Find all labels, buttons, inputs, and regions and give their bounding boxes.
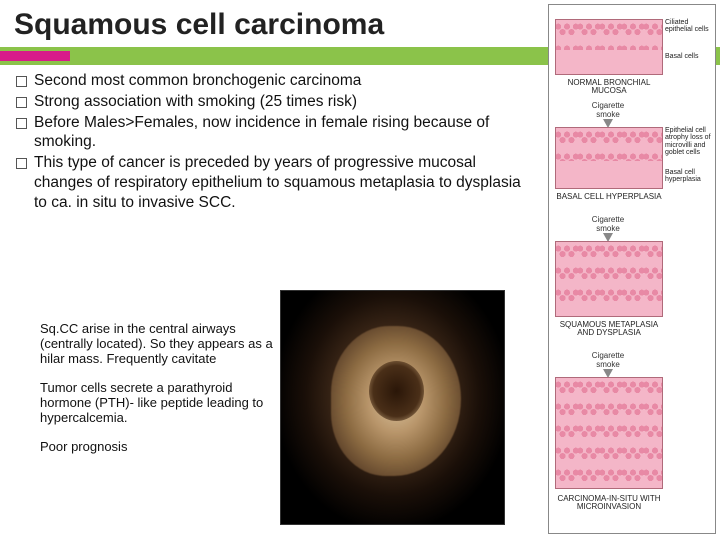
lung-cavity <box>369 361 424 421</box>
smoke-label: Cigarette smoke <box>591 101 625 119</box>
smoke-arrow-block: Cigarette smoke <box>591 351 625 378</box>
bullet-item: This type of cancer is preceded by years… <box>16 153 537 212</box>
stage-normal <box>555 19 663 75</box>
stage-hyperplasia <box>555 127 663 189</box>
bullet-item: Before Males>Females, now incidence in f… <box>16 113 537 153</box>
note-tumor-pth: Tumor cells secrete a parathyroid hormon… <box>40 381 280 426</box>
lung-gross-image <box>280 290 505 525</box>
smoke-label: Cigarette smoke <box>591 351 625 369</box>
bullet-list: Second most common bronchogenic carcinom… <box>16 71 537 213</box>
stage-carcinoma <box>555 377 663 489</box>
stage-caption: NORMAL BRONCHIAL MUCOSA <box>555 79 663 96</box>
progression-diagram: Ciliated epithelial cells Basal cells NO… <box>548 4 716 534</box>
note-central-airways: Sq.CC arise in the central airways (cent… <box>40 322 280 367</box>
bullet-item: Second most common bronchogenic carcinom… <box>16 71 537 91</box>
smoke-arrow-block: Cigarette smoke <box>591 101 625 128</box>
side-label: Ciliated epithelial cells <box>665 19 711 34</box>
bottom-notes: Sq.CC arise in the central airways (cent… <box>40 322 280 469</box>
bullet-item: Strong association with smoking (25 time… <box>16 92 537 112</box>
smoke-arrow-block: Cigarette smoke <box>591 215 625 242</box>
stage-caption: BASAL CELL HYPERPLASIA <box>555 193 663 201</box>
accent-inner <box>0 51 70 61</box>
side-label: Basal cell hyperplasia <box>665 169 711 184</box>
smoke-label: Cigarette smoke <box>591 215 625 233</box>
stage-caption: CARCINOMA-IN-SITU WITH MICROINVASION <box>555 495 663 512</box>
note-prognosis: Poor prognosis <box>40 440 280 455</box>
side-label: Basal cells <box>665 53 711 60</box>
side-label: Epithelial cell atrophy loss of microvil… <box>665 127 711 156</box>
stage-caption: SQUAMOUS METAPLASIA AND DYSPLASIA <box>555 321 663 338</box>
main-bullet-area: Second most common bronchogenic carcinom… <box>0 65 555 213</box>
stage-metaplasia <box>555 241 663 317</box>
